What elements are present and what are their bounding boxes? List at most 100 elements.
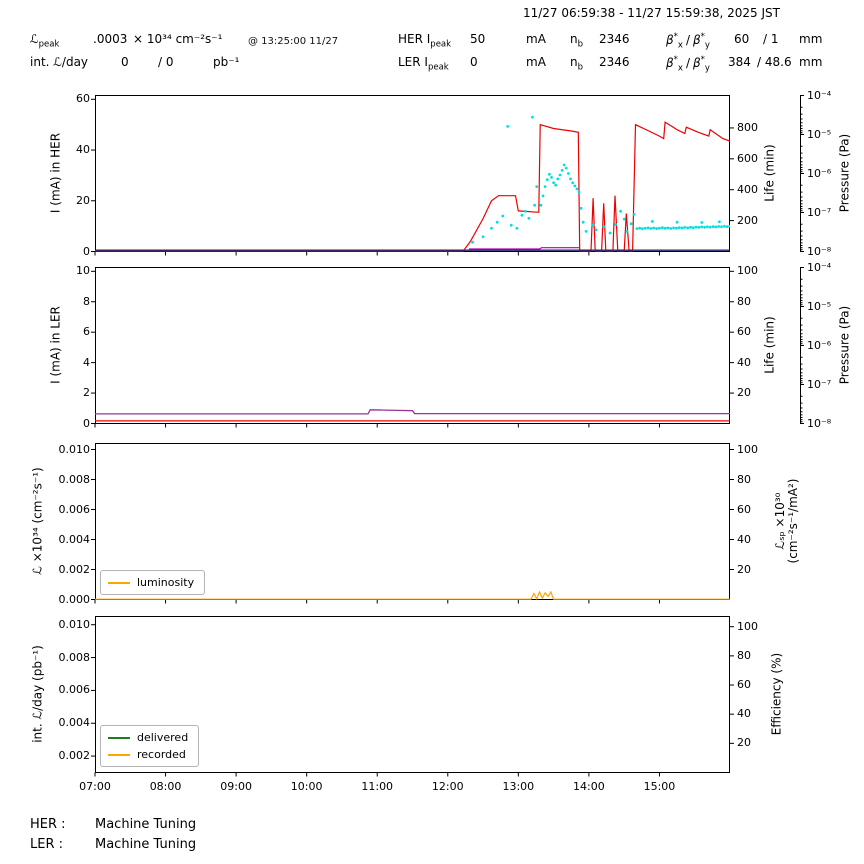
int-lum-value: 0 [121,55,129,69]
nb-value-her: 2346 [599,32,630,46]
right-axis-tick-label: 200 [737,213,758,227]
her-lifetime-dots [558,173,562,177]
left-axis-tick-label: 0.008 [58,650,91,664]
ler-ipeak-unit: mA [526,55,546,69]
her-lifetime-dots [531,115,534,119]
x-axis-tick-label: 12:00 [431,780,464,793]
left-axis-tick-label: 0.002 [58,562,91,576]
her-lifetime-dots [652,226,656,230]
pressure-axis-tick-label: 10⁻⁴ [807,260,832,274]
right-axis-tick-label: 40 [737,532,751,546]
pressure-axis-tick-label: 10⁻⁵ [807,127,832,141]
beta-ler-value: 384 [728,55,751,69]
right-axis-tick-label: 400 [737,182,758,196]
x-axis-tick-label: 11:00 [361,780,394,793]
her-lifetime-dots [675,226,678,230]
her-lifetime-dots [554,183,558,187]
her-lifetime-dots [619,209,622,213]
her-lifetime-dots [535,185,539,188]
her-lifetime-dots [577,190,581,194]
her-lifetime-dots [591,223,595,227]
her-lifetime-dots [560,169,564,172]
her-lifetime-dots [575,187,579,191]
her-ipeak-label: HER Ipeak [398,32,452,50]
her-lifetime-dots [471,240,474,244]
recorded-legend-label: recorded [137,748,186,761]
her-lifetime-dots [686,226,690,230]
right-axis-tick-label: 80 [737,294,751,308]
her-lifetime-dots [543,185,547,188]
x-axis-tick-label: 15:00 [643,780,676,793]
her-lifetime-dots [718,220,721,224]
beta-label-ler: β*x / β*y [666,55,710,74]
panel4-legend: delivered recorded [100,725,200,767]
beta-ler-value2: / 48.6 [757,55,792,69]
her-lifetime-dots [571,181,575,185]
right-axis-tick-label: 40 [737,355,751,369]
her-lifetime-dots [672,226,675,230]
her-lifetime-dots [725,225,729,229]
beta-her-value: 60 [734,32,750,46]
right-axis-tick-label: 800 [737,120,758,134]
panel-2-plot [91,267,804,428]
her-lifetime-dots [602,225,606,229]
ler-ipeak-label: LER Ipeak [398,55,449,73]
her-lifetime-dots [533,203,536,207]
her-ipeak-value: 50 [470,32,486,46]
her-lifetime-dots [728,224,730,228]
her-lifetime-dots [646,226,650,230]
int-lum-label: int. ℒ/day [30,55,89,69]
lpeak-label: ℒpeak [30,32,60,50]
x-axis-tick-label: 10:00 [290,780,323,793]
left-axis-tick-label: 4 [83,355,90,369]
left-axis-tick-label: 0.010 [58,617,91,631]
her-lifetime-dots [564,166,568,170]
her-lifetime-dots [700,221,704,224]
her-current-line [95,121,730,252]
left-axis-tick-label: 0.004 [58,716,91,730]
panel-3-plot [91,443,734,604]
her-lifetime-dots [649,227,653,230]
x-axis-tick-label: 08:00 [149,780,182,793]
lpeak-symbol: ℒ [30,32,39,46]
her-lifetime-dots [515,226,519,230]
her-lifetime-dots [697,226,701,229]
x-axis-tick-label: 07:00 [79,780,111,793]
left-axis-tick-label: 0.006 [58,502,91,516]
lpeak-timestamp: @ 13:25:00 11/27 [248,36,339,47]
lpeak-unit: × 10³⁴ cm⁻²s⁻¹ [133,32,223,46]
pressure-axis-tick-label: 10⁻⁴ [807,88,832,102]
left-axis-tick-label: 0.000 [58,592,91,606]
her-lifetime-dots [694,225,698,229]
left-axis-tick-label: 0.006 [58,683,91,697]
her-lifetime-dots [550,176,553,179]
her-lifetime-dots [524,209,527,213]
delivered-legend-label: delivered [137,731,189,744]
pressure-axis-tick-label: 10⁻⁷ [807,205,832,219]
her-ipeak-unit: mA [526,32,546,46]
her-lifetime-dots [643,226,647,230]
right-axis-tick-label: 80 [737,648,751,662]
left-axis-tick-label: 0 [83,244,90,258]
her-lifetime-dots [548,172,551,176]
left-axis-tick-label: 10 [76,264,90,278]
pressure-axis-tick-label: 10⁻⁸ [807,244,832,258]
her-lifetime-dots [703,225,706,229]
her-lifetime-dots [579,206,583,210]
her-lifetime-dots [669,227,673,230]
her-lifetime-dots [545,178,549,182]
legend-item-recorded: recorded [108,746,188,763]
her-lifetime-dots [708,225,712,229]
her-lifetime-dots [638,226,642,230]
int-lum-unit: pb⁻¹ [213,55,240,69]
right-axis-tick-label: 60 [737,502,751,516]
her-lifetime-dots [622,217,626,221]
her-lifetime-dots [573,184,577,188]
left-axis-tick-label: 0.010 [58,442,91,456]
panel3-legend: luminosity [100,570,206,595]
delivered-swatch [108,736,130,739]
her-lifetime-dots [490,226,493,230]
her-lifetime-dots [632,213,636,216]
right-axis-tick-label: 20 [737,562,751,576]
